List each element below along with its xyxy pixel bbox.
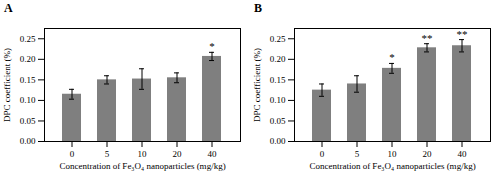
svg-text:*: * — [209, 40, 215, 52]
svg-text:0.15: 0.15 — [270, 75, 286, 85]
svg-text:0.00: 0.00 — [270, 136, 286, 146]
svg-text:0.25: 0.25 — [20, 34, 36, 44]
svg-text:0: 0 — [320, 149, 325, 159]
svg-text:Concentration of Fe₃O₄ nanopar: Concentration of Fe₃O₄ nanoparticles (mg… — [59, 161, 225, 171]
svg-text:10: 10 — [388, 149, 398, 159]
svg-text:**: ** — [457, 28, 468, 40]
svg-text:**: ** — [422, 32, 433, 44]
svg-text:0.05: 0.05 — [20, 116, 36, 126]
svg-text:40: 40 — [208, 149, 218, 159]
svg-text:5: 5 — [105, 149, 110, 159]
svg-text:Concentration of Fe₃O₄ nanopar: Concentration of Fe₃O₄ nanoparticles (mg… — [309, 161, 475, 171]
svg-text:0.25: 0.25 — [270, 34, 286, 44]
svg-text:0: 0 — [70, 149, 75, 159]
svg-text:0.05: 0.05 — [270, 116, 286, 126]
svg-text:0.10: 0.10 — [20, 95, 36, 105]
svg-text:10: 10 — [138, 149, 148, 159]
html-text:A: A — [4, 1, 13, 15]
svg-text:0.20: 0.20 — [270, 54, 286, 64]
svg-text:5: 5 — [355, 149, 360, 159]
html-text:B: B — [254, 1, 262, 15]
svg-text:DPC coefficient (%): DPC coefficient (%) — [2, 48, 12, 122]
svg-text:*: * — [389, 51, 395, 63]
svg-text:DPC coefficient (%): DPC coefficient (%) — [252, 48, 262, 122]
svg-text:20: 20 — [423, 149, 433, 159]
svg-text:0.20: 0.20 — [20, 54, 36, 64]
svg-text:40: 40 — [458, 149, 468, 159]
svg-text:0.15: 0.15 — [20, 75, 36, 85]
svg-text:0.10: 0.10 — [270, 95, 286, 105]
svg-text:20: 20 — [173, 149, 183, 159]
svg-text:0.00: 0.00 — [20, 136, 36, 146]
